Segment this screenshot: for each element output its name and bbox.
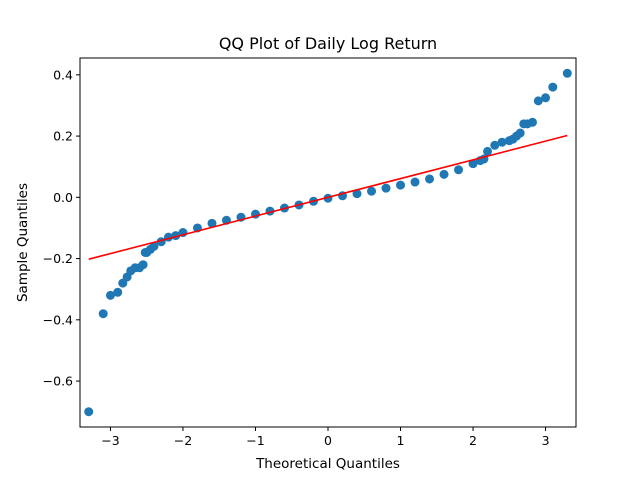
y-tick-label: 0.2 bbox=[53, 129, 73, 144]
data-point bbox=[515, 128, 525, 138]
x-tick-label: 3 bbox=[542, 433, 550, 448]
y-tick-label: 0.4 bbox=[53, 67, 73, 82]
y-tick-label: −0.2 bbox=[43, 251, 73, 266]
x-tick-label: −2 bbox=[174, 433, 192, 448]
data-point bbox=[425, 174, 435, 184]
data-point bbox=[562, 68, 572, 78]
data-point bbox=[381, 183, 391, 193]
data-point bbox=[367, 186, 377, 196]
data-point bbox=[410, 177, 420, 187]
data-point bbox=[439, 169, 449, 179]
data-point bbox=[113, 287, 123, 297]
y-tick-label: −0.6 bbox=[43, 374, 73, 389]
y-tick-label: −0.4 bbox=[43, 312, 73, 327]
x-tick-label: 1 bbox=[397, 433, 405, 448]
data-marks bbox=[84, 68, 572, 417]
data-point bbox=[352, 189, 362, 199]
x-tick-label: −1 bbox=[246, 433, 264, 448]
data-point bbox=[84, 407, 94, 417]
x-axis-label: Theoretical Quantiles bbox=[255, 456, 400, 472]
data-point bbox=[207, 218, 217, 228]
data-point bbox=[533, 96, 543, 106]
data-point bbox=[396, 180, 406, 190]
x-tick-label: −3 bbox=[101, 433, 119, 448]
data-point bbox=[541, 93, 551, 103]
y-axis-ticks: −0.6 −0.4 −0.2 0.0 0.2 0.4 bbox=[43, 67, 80, 389]
data-point bbox=[468, 159, 478, 169]
y-tick-label: 0.0 bbox=[53, 190, 73, 205]
x-axis-ticks: −3 −2 −1 0 1 2 3 bbox=[101, 427, 550, 448]
data-point bbox=[490, 140, 500, 150]
x-tick-label: 2 bbox=[469, 433, 477, 448]
chart-title: QQ Plot of Daily Log Return bbox=[219, 34, 437, 53]
y-axis-label: Sample Quantiles bbox=[15, 183, 31, 302]
data-point bbox=[98, 309, 108, 319]
data-point bbox=[548, 82, 558, 92]
data-point bbox=[527, 117, 537, 127]
data-point bbox=[454, 165, 464, 175]
x-tick-label: 0 bbox=[324, 433, 332, 448]
reference-line bbox=[88, 134, 568, 260]
data-point bbox=[149, 241, 159, 251]
data-point bbox=[497, 137, 507, 147]
data-point bbox=[483, 146, 493, 156]
data-point bbox=[105, 290, 115, 300]
data-point bbox=[138, 260, 148, 270]
